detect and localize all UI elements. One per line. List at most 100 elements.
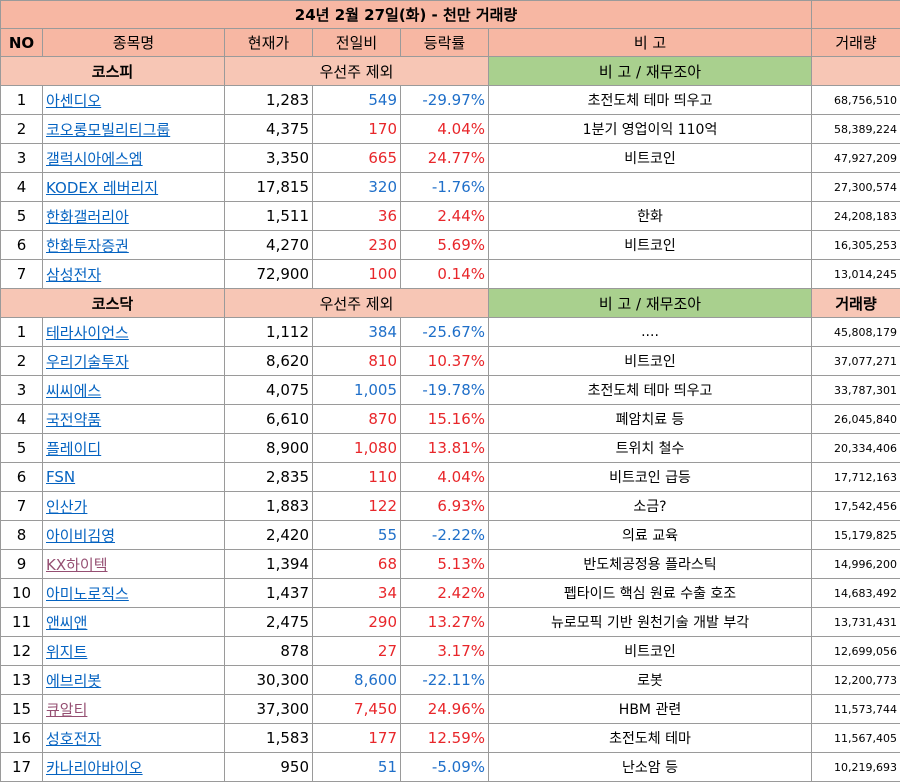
table-row: 8 아이비김영 2,420 55 -2.22% 의료 교육 15,179,825 <box>0 520 900 550</box>
row-number: 11 <box>0 607 43 637</box>
row-number: 1 <box>0 317 43 347</box>
row-number: 3 <box>0 143 43 173</box>
price-change: 665 <box>312 143 401 173</box>
trade-volume: 68,756,510 <box>811 85 900 115</box>
stock-name-link[interactable]: 성호전자 <box>46 729 102 748</box>
remark: 난소암 등 <box>487 752 813 782</box>
change-rate: 5.13% <box>400 549 489 579</box>
stock-name-link[interactable]: 한화투자증권 <box>46 236 129 255</box>
stock-name-link[interactable]: 테라사이언스 <box>46 323 129 342</box>
table-row: 11 앤씨앤 2,475 290 13.27% 뉴로모픽 기반 원천기술 개발 부각 13,… <box>0 607 900 637</box>
table-row: 3 씨씨에스 4,075 1,005 -19.78% 초전도체 테마 띄우고 33,787,… <box>0 375 900 405</box>
table-row: 1 아센디오 1,283 549 -29.97% 초전도체 테마 띄우고 68,756,51… <box>0 85 900 115</box>
trade-volume: 12,200,773 <box>811 665 900 695</box>
trade-volume: 11,567,405 <box>811 723 900 753</box>
price-change: 177 <box>312 723 401 753</box>
price-change: 110 <box>312 462 401 492</box>
current-price: 72,900 <box>224 259 313 289</box>
current-price: 878 <box>224 636 313 666</box>
remark: 트위치 철수 <box>487 433 813 463</box>
trade-volume: 47,927,209 <box>811 143 900 173</box>
price-change: 7,450 <box>312 694 401 724</box>
stock-name-link[interactable]: 씨씨에스 <box>46 381 102 400</box>
change-rate: 10.37% <box>400 346 489 376</box>
stock-name-link[interactable]: 인산가 <box>46 497 88 516</box>
stock-name-link[interactable]: 에브리봇 <box>46 671 102 690</box>
price-change: 68 <box>312 549 401 579</box>
section-label-kosdaq: 코스닥 <box>0 288 225 318</box>
table-row: 1 테라사이언스 1,112 384 -25.67%.... 45,808,179 <box>0 317 900 347</box>
stock-name-link[interactable]: 위지트 <box>46 642 88 661</box>
section-note-kosdaq: 비 고 / 재무조아 <box>487 288 813 318</box>
remark: 비트코인 급등 <box>487 462 813 492</box>
trade-volume: 11,573,744 <box>811 694 900 724</box>
stock-name-link[interactable]: 우리기술투자 <box>46 352 129 371</box>
current-price: 1,437 <box>224 578 313 608</box>
row-number: 4 <box>0 172 43 202</box>
change-rate: -25.67% <box>400 317 489 347</box>
trade-volume: 15,179,825 <box>811 520 900 550</box>
trade-volume: 17,712,163 <box>811 462 900 492</box>
table-row: 4 KODEX 레버리지 17,815 320 -1.76% 27,300,574 <box>0 172 900 202</box>
stock-name-link[interactable]: 큐알티 <box>46 700 88 719</box>
header-rate: 등락률 <box>400 28 489 57</box>
stock-name-cell: KODEX 레버리지 <box>42 172 225 202</box>
price-change: 1,080 <box>312 433 401 463</box>
stock-name-link[interactable]: 플레이디 <box>46 439 102 458</box>
change-rate: 12.59% <box>400 723 489 753</box>
row-number: 4 <box>0 404 43 434</box>
section-sub-kosdaq: 우선주 제외 <box>224 288 489 318</box>
change-rate: -19.78% <box>400 375 489 405</box>
table-row: 16 성호전자 1,583 177 12.59% 초전도체 테마 11,567,405 <box>0 723 900 753</box>
row-number: 13 <box>0 665 43 695</box>
header-note: 비 고 <box>487 28 813 57</box>
stock-name-link[interactable]: KODEX 레버리지 <box>46 178 159 197</box>
price-change: 230 <box>312 230 401 260</box>
current-price: 1,511 <box>224 201 313 231</box>
row-number: 7 <box>0 259 43 289</box>
stock-name-link[interactable]: 카나리아바이오 <box>46 758 143 777</box>
stock-name-link[interactable]: 아미노로직스 <box>46 584 129 603</box>
current-price: 8,620 <box>224 346 313 376</box>
stock-name-link[interactable]: 국전약품 <box>46 410 102 429</box>
row-number: 9 <box>0 549 43 579</box>
change-rate: 13.27% <box>400 607 489 637</box>
stock-name-link[interactable]: 갤럭시아에스엠 <box>46 149 143 168</box>
stock-name-cell: 아이비김영 <box>42 520 225 550</box>
current-price: 17,815 <box>224 172 313 202</box>
table-row: 13 에브리봇 30,300 8,600 -22.11% 로봇 12,200,773 <box>0 665 900 695</box>
current-price: 1,394 <box>224 549 313 579</box>
table-row: 5 한화갤러리아 1,511 36 2.44% 한화 24,208,183 <box>0 201 900 231</box>
price-change: 55 <box>312 520 401 550</box>
remark: 폐암치료 등 <box>487 404 813 434</box>
row-number: 6 <box>0 462 43 492</box>
current-price: 8,900 <box>224 433 313 463</box>
stock-name-link[interactable]: 삼성전자 <box>46 265 102 284</box>
remark: 1분기 영업이익 110억 <box>487 114 813 144</box>
current-price: 950 <box>224 752 313 782</box>
stock-name-cell: 위지트 <box>42 636 225 666</box>
price-change: 122 <box>312 491 401 521</box>
price-change: 320 <box>312 172 401 202</box>
change-rate: 3.17% <box>400 636 489 666</box>
row-number: 15 <box>0 694 43 724</box>
stock-name-cell: 한화투자증권 <box>42 230 225 260</box>
stock-name-link[interactable]: KX하이텍 <box>46 555 108 574</box>
trade-volume: 14,996,200 <box>811 549 900 579</box>
change-rate: -2.22% <box>400 520 489 550</box>
price-change: 8,600 <box>312 665 401 695</box>
stock-name-link[interactable]: 한화갤러리아 <box>46 207 129 226</box>
stock-name-link[interactable]: 아이비김영 <box>46 526 116 545</box>
price-change: 384 <box>312 317 401 347</box>
stock-name-link[interactable]: FSN <box>46 468 76 486</box>
stock-name-link[interactable]: 앤씨앤 <box>46 613 88 632</box>
stock-name-link[interactable]: 아센디오 <box>46 91 102 110</box>
row-number: 7 <box>0 491 43 521</box>
current-price: 2,475 <box>224 607 313 637</box>
stock-name-link[interactable]: 코오롱모빌리티그룹 <box>46 120 171 139</box>
price-change: 36 <box>312 201 401 231</box>
row-number: 8 <box>0 520 43 550</box>
trade-volume: 24,208,183 <box>811 201 900 231</box>
stock-name-cell: 아미노로직스 <box>42 578 225 608</box>
remark: 로봇 <box>487 665 813 695</box>
